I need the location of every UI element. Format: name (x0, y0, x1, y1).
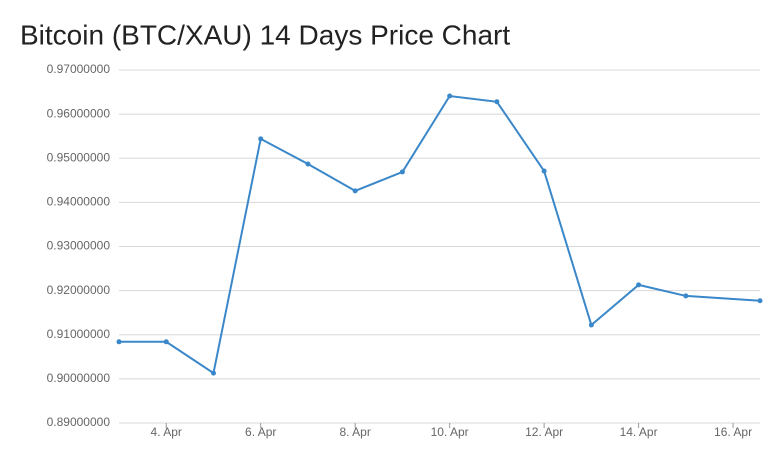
data-point (399, 169, 405, 175)
data-point (757, 298, 763, 304)
series-line (119, 94, 761, 375)
data-point (305, 161, 311, 167)
x-tick-label: 12. Apr (525, 425, 563, 439)
data-point (447, 93, 453, 99)
y-tick-label: 0.89000000 (47, 415, 111, 429)
data-point (210, 370, 216, 376)
x-tick-label: 6. Apr (245, 425, 276, 439)
data-point (683, 293, 689, 299)
data-point (494, 99, 500, 105)
data-point (636, 282, 642, 288)
data-point (541, 168, 547, 174)
data-point (116, 339, 122, 345)
y-tick-label: 0.97000000 (47, 62, 111, 76)
data-point (258, 136, 264, 142)
data-point (163, 339, 169, 345)
y-tick-label: 0.96000000 (47, 106, 111, 120)
y-tick-label: 0.95000000 (47, 150, 111, 164)
y-tick-label: 0.90000000 (47, 371, 111, 385)
x-tick-label: 14. Apr (620, 425, 658, 439)
y-tick-label: 0.93000000 (47, 239, 111, 253)
x-tick-label: 8. Apr (340, 425, 371, 439)
data-point (588, 322, 594, 328)
data-point (352, 188, 358, 194)
x-tick-label: 4. Apr (151, 425, 182, 439)
y-tick-label: 0.92000000 (47, 283, 111, 297)
y-tick-label: 0.91000000 (47, 327, 111, 341)
y-tick-label: 0.94000000 (47, 195, 111, 209)
x-tick-label: 16. Apr (714, 425, 752, 439)
x-tick-label: 10. Apr (431, 425, 469, 439)
chart-title: Bitcoin (BTC/XAU) 14 Days Price Chart (20, 19, 510, 50)
